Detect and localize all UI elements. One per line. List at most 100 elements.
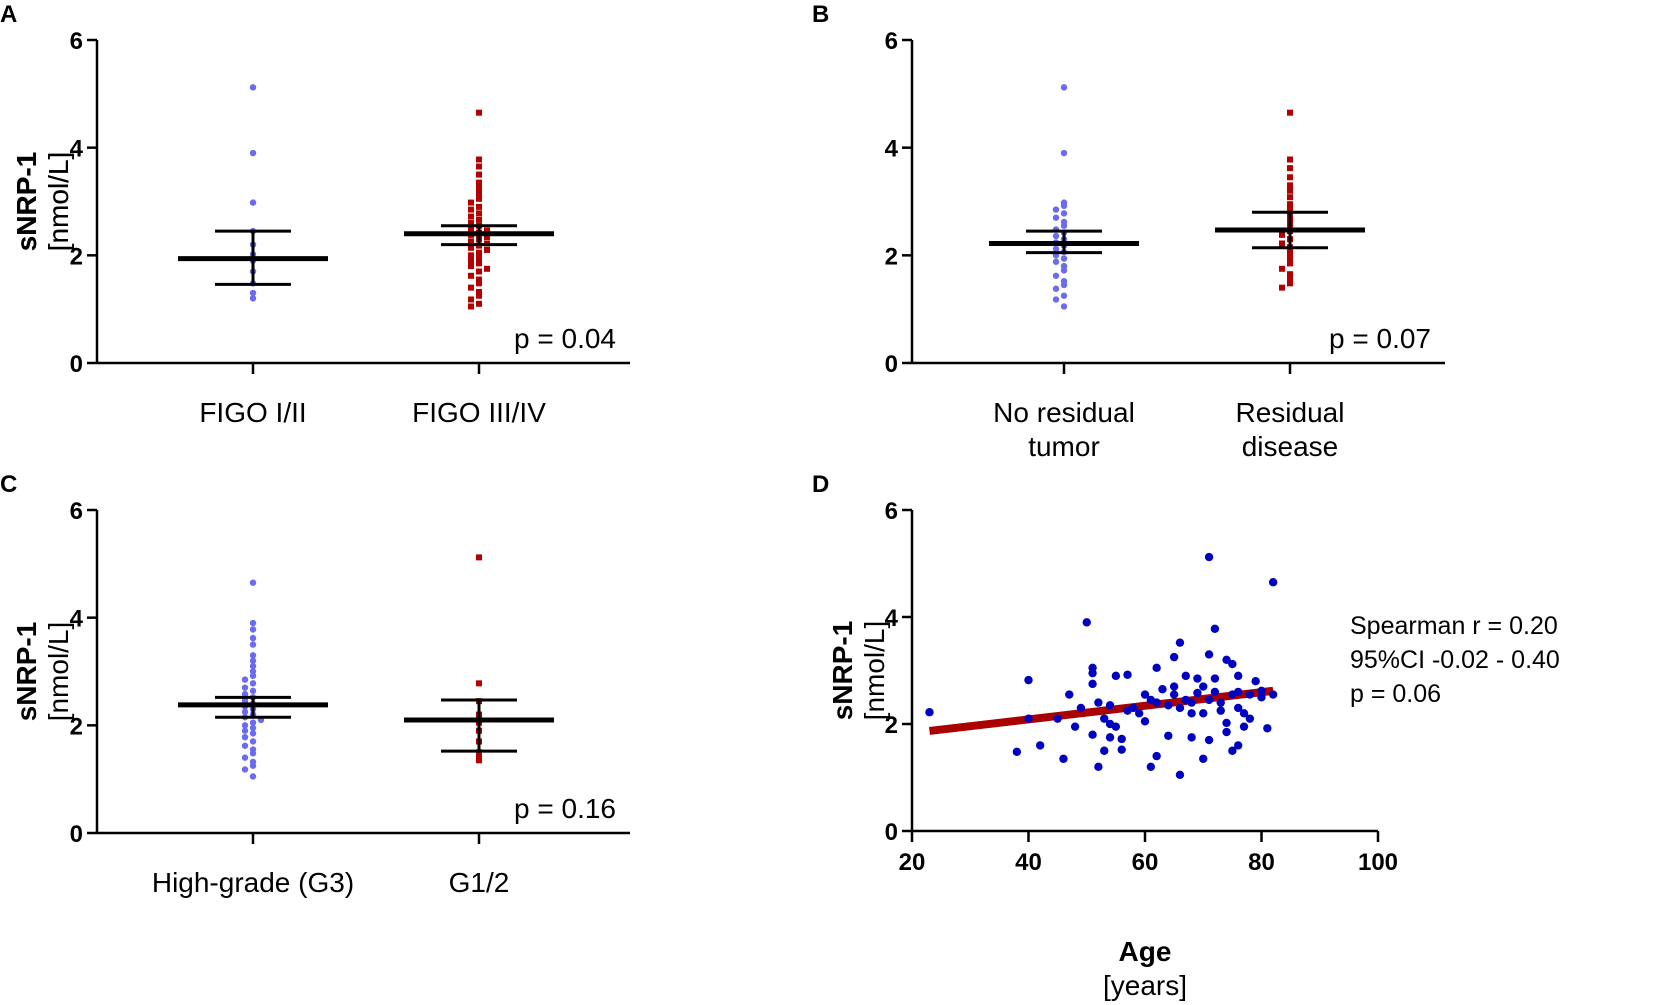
data-point [1024,714,1033,723]
data-point [1123,670,1132,679]
data-point [1140,717,1150,726]
data-point [249,738,257,745]
p-value: p = 0.04 [514,323,616,354]
data-point [1239,722,1249,731]
data-point [1052,258,1060,265]
y-tick-label: 6 [70,28,83,55]
data-point [476,300,482,307]
data-point [249,289,257,297]
data-point [1070,722,1080,731]
y-axis-title: sNRP-1 [11,152,42,252]
data-point [1175,638,1185,647]
data-point [1234,671,1243,681]
data-point [1175,703,1185,713]
data-point [1245,690,1255,699]
y-axis-title: sNRP-1 [11,622,42,722]
y-tick-label: 2 [885,712,898,739]
data-point [476,185,482,192]
y-tick-label: 4 [885,605,899,632]
category-label: Residual [1236,397,1345,428]
data-point [1287,109,1293,116]
data-point [241,697,249,704]
x-tick-label: 40 [1015,849,1042,876]
panel-letter: A [0,1,17,28]
panel-letter: C [0,471,17,498]
data-point [1204,695,1214,705]
y-axis-unit: [nmol/L] [859,621,890,721]
data-point [476,255,482,262]
data-point [476,163,482,170]
data-point [1287,249,1293,256]
data-point [1060,202,1068,210]
data-point [1204,552,1214,562]
data-point [241,684,249,691]
data-point [1234,741,1243,750]
data-point [1152,698,1161,707]
data-point [1060,210,1068,217]
data-point [1204,650,1214,659]
data-point [476,179,482,186]
data-point [1053,714,1062,723]
data-point [1187,698,1196,707]
data-point [1082,618,1091,627]
data-point [1257,686,1266,696]
y-axis-label: sNRP-1 [nmol/L] [11,152,74,252]
x-axis-title: Age [1119,936,1172,967]
data-point [468,303,474,310]
data-point [249,719,257,726]
data-point [476,203,482,210]
data-point [1245,714,1255,723]
data-point [1059,754,1068,763]
data-point [1216,706,1225,715]
data-point [1094,698,1103,707]
y-axis-unit: [nmol/L] [43,622,74,722]
data-point [1129,703,1138,713]
data-point [1199,682,1208,691]
data-point [484,265,490,272]
data-point [1199,709,1208,718]
data-point [1158,685,1167,694]
data-point [1111,722,1121,731]
data-point [1100,714,1109,723]
data-point [1146,762,1156,771]
category-label: tumor [1028,431,1100,462]
data-point [476,554,482,561]
y-axis-title: sNRP-1 [827,621,858,721]
data-point [468,213,474,220]
data-point [476,216,482,223]
data-point [241,733,249,741]
data-point [249,641,257,648]
data-point [468,284,474,291]
data-point [1287,165,1293,172]
data-point [1268,578,1278,587]
y-axis: 0 2 4 6 [885,498,914,846]
data-point [1193,688,1202,698]
data-point [1060,267,1068,274]
data-point [1169,682,1179,691]
data-point [476,249,482,256]
data-point [1105,701,1115,710]
stat-line: Spearman r = 0.20 [1350,612,1558,640]
data-point [1287,201,1293,208]
data-point [1052,296,1060,303]
data-point [1088,730,1097,739]
data-point [249,657,257,664]
data-point [1060,222,1068,229]
data-point [1134,709,1144,718]
y-tick-label: 4 [70,606,84,633]
data-point [1287,182,1293,189]
data-point [1187,733,1196,742]
category-label: FIGO I/II [199,397,306,428]
data-point [241,722,249,729]
y-tick-label: 2 [70,243,83,270]
y-tick-label: 4 [70,136,84,163]
data-point [1117,745,1126,754]
y-tick-label: 0 [70,821,83,848]
data-point [1216,698,1225,707]
data-point [1060,281,1068,289]
data-point [1060,303,1068,310]
data-point [1228,659,1237,669]
data-point [1140,690,1150,699]
data-point [1175,770,1185,780]
